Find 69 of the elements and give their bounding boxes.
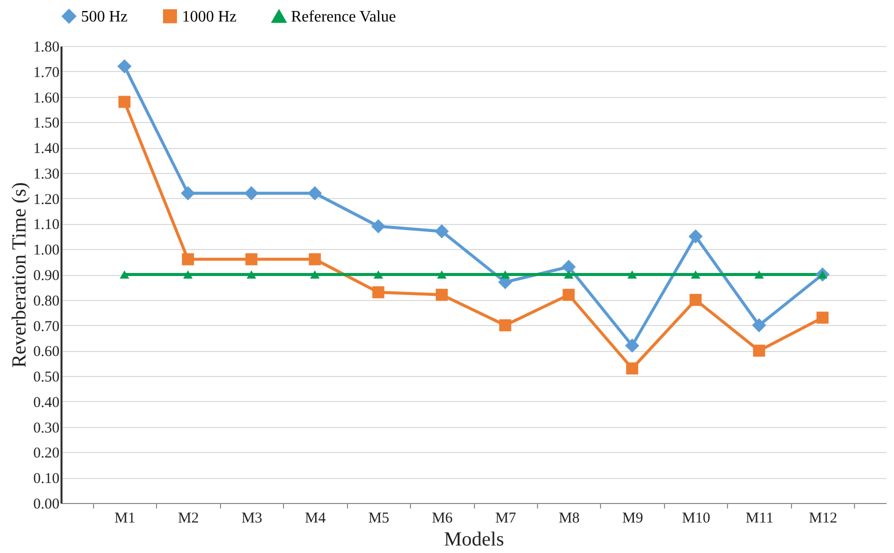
x-tick-label: M10 bbox=[682, 510, 710, 526]
point bbox=[626, 362, 638, 374]
point bbox=[562, 260, 576, 274]
point bbox=[245, 253, 258, 266]
point bbox=[690, 294, 702, 306]
point bbox=[625, 338, 640, 353]
y-tick-label: 0.60 bbox=[33, 344, 60, 360]
y-tick-label: 0.20 bbox=[33, 446, 60, 462]
point bbox=[754, 270, 764, 279]
x-tick-label: M4 bbox=[304, 510, 326, 526]
point bbox=[753, 344, 766, 357]
x-axis-title: Models bbox=[444, 528, 504, 550]
y-tick-label: 0.10 bbox=[33, 471, 60, 488]
x-tick-label: M3 bbox=[241, 510, 262, 526]
y-tick-label: 0.90 bbox=[33, 268, 60, 284]
point bbox=[118, 96, 130, 108]
point bbox=[627, 270, 637, 279]
y-tick-label: 0.70 bbox=[33, 318, 60, 335]
y-axis-title: Reverberation Time (s) bbox=[8, 182, 30, 368]
point bbox=[562, 288, 575, 301]
point bbox=[117, 59, 132, 74]
y-tick-label: 0.00 bbox=[33, 496, 60, 512]
y-tick-label: 1.30 bbox=[33, 166, 60, 182]
y-tick-label: 1.10 bbox=[33, 217, 60, 234]
x-tick-label: M11 bbox=[746, 510, 774, 526]
point bbox=[437, 270, 447, 279]
point bbox=[371, 219, 386, 234]
y-tick-label: 0.50 bbox=[33, 370, 60, 386]
point bbox=[752, 318, 766, 332]
point bbox=[499, 319, 512, 332]
point bbox=[372, 286, 384, 298]
y-tick-label: 1.60 bbox=[33, 90, 60, 106]
y-tick-label: 1.20 bbox=[33, 192, 60, 208]
point bbox=[308, 253, 321, 266]
x-tick-label: M2 bbox=[178, 510, 199, 526]
point bbox=[688, 229, 703, 244]
y-tick-label: 1.70 bbox=[33, 64, 60, 81]
y-tick-label: 0.80 bbox=[33, 293, 60, 310]
point bbox=[310, 270, 320, 279]
y-tick-label: 1.50 bbox=[33, 116, 60, 132]
point bbox=[434, 224, 449, 238]
y-tick-label: 1.00 bbox=[33, 242, 60, 259]
x-tick-label: M9 bbox=[622, 510, 644, 526]
legend-label: 1000 Hz bbox=[182, 8, 237, 26]
x-tick-label: M6 bbox=[432, 510, 454, 526]
point bbox=[180, 186, 195, 200]
legend-label: 500 Hz bbox=[81, 8, 128, 26]
point bbox=[816, 312, 829, 324]
y-tick-label: 0.40 bbox=[33, 394, 60, 411]
x-tick-label: M1 bbox=[114, 510, 136, 526]
point bbox=[436, 288, 448, 301]
point bbox=[690, 270, 700, 279]
point bbox=[308, 186, 322, 200]
point bbox=[120, 270, 130, 279]
y-tick-label: 1.40 bbox=[33, 141, 60, 158]
point bbox=[564, 270, 574, 279]
point bbox=[244, 186, 258, 200]
x-tick-label: M8 bbox=[558, 510, 580, 526]
y-tick-label: 1.80 bbox=[33, 40, 60, 56]
y-tick-label: 0.30 bbox=[33, 420, 60, 436]
x-tick-label: M7 bbox=[495, 510, 517, 526]
point bbox=[183, 270, 193, 279]
point bbox=[182, 253, 194, 266]
point bbox=[500, 270, 510, 279]
point bbox=[246, 270, 256, 279]
x-tick-label: M5 bbox=[368, 510, 390, 526]
legend-label: Reference Value bbox=[291, 8, 396, 26]
point bbox=[374, 270, 384, 279]
x-tick-label: M12 bbox=[808, 510, 838, 526]
